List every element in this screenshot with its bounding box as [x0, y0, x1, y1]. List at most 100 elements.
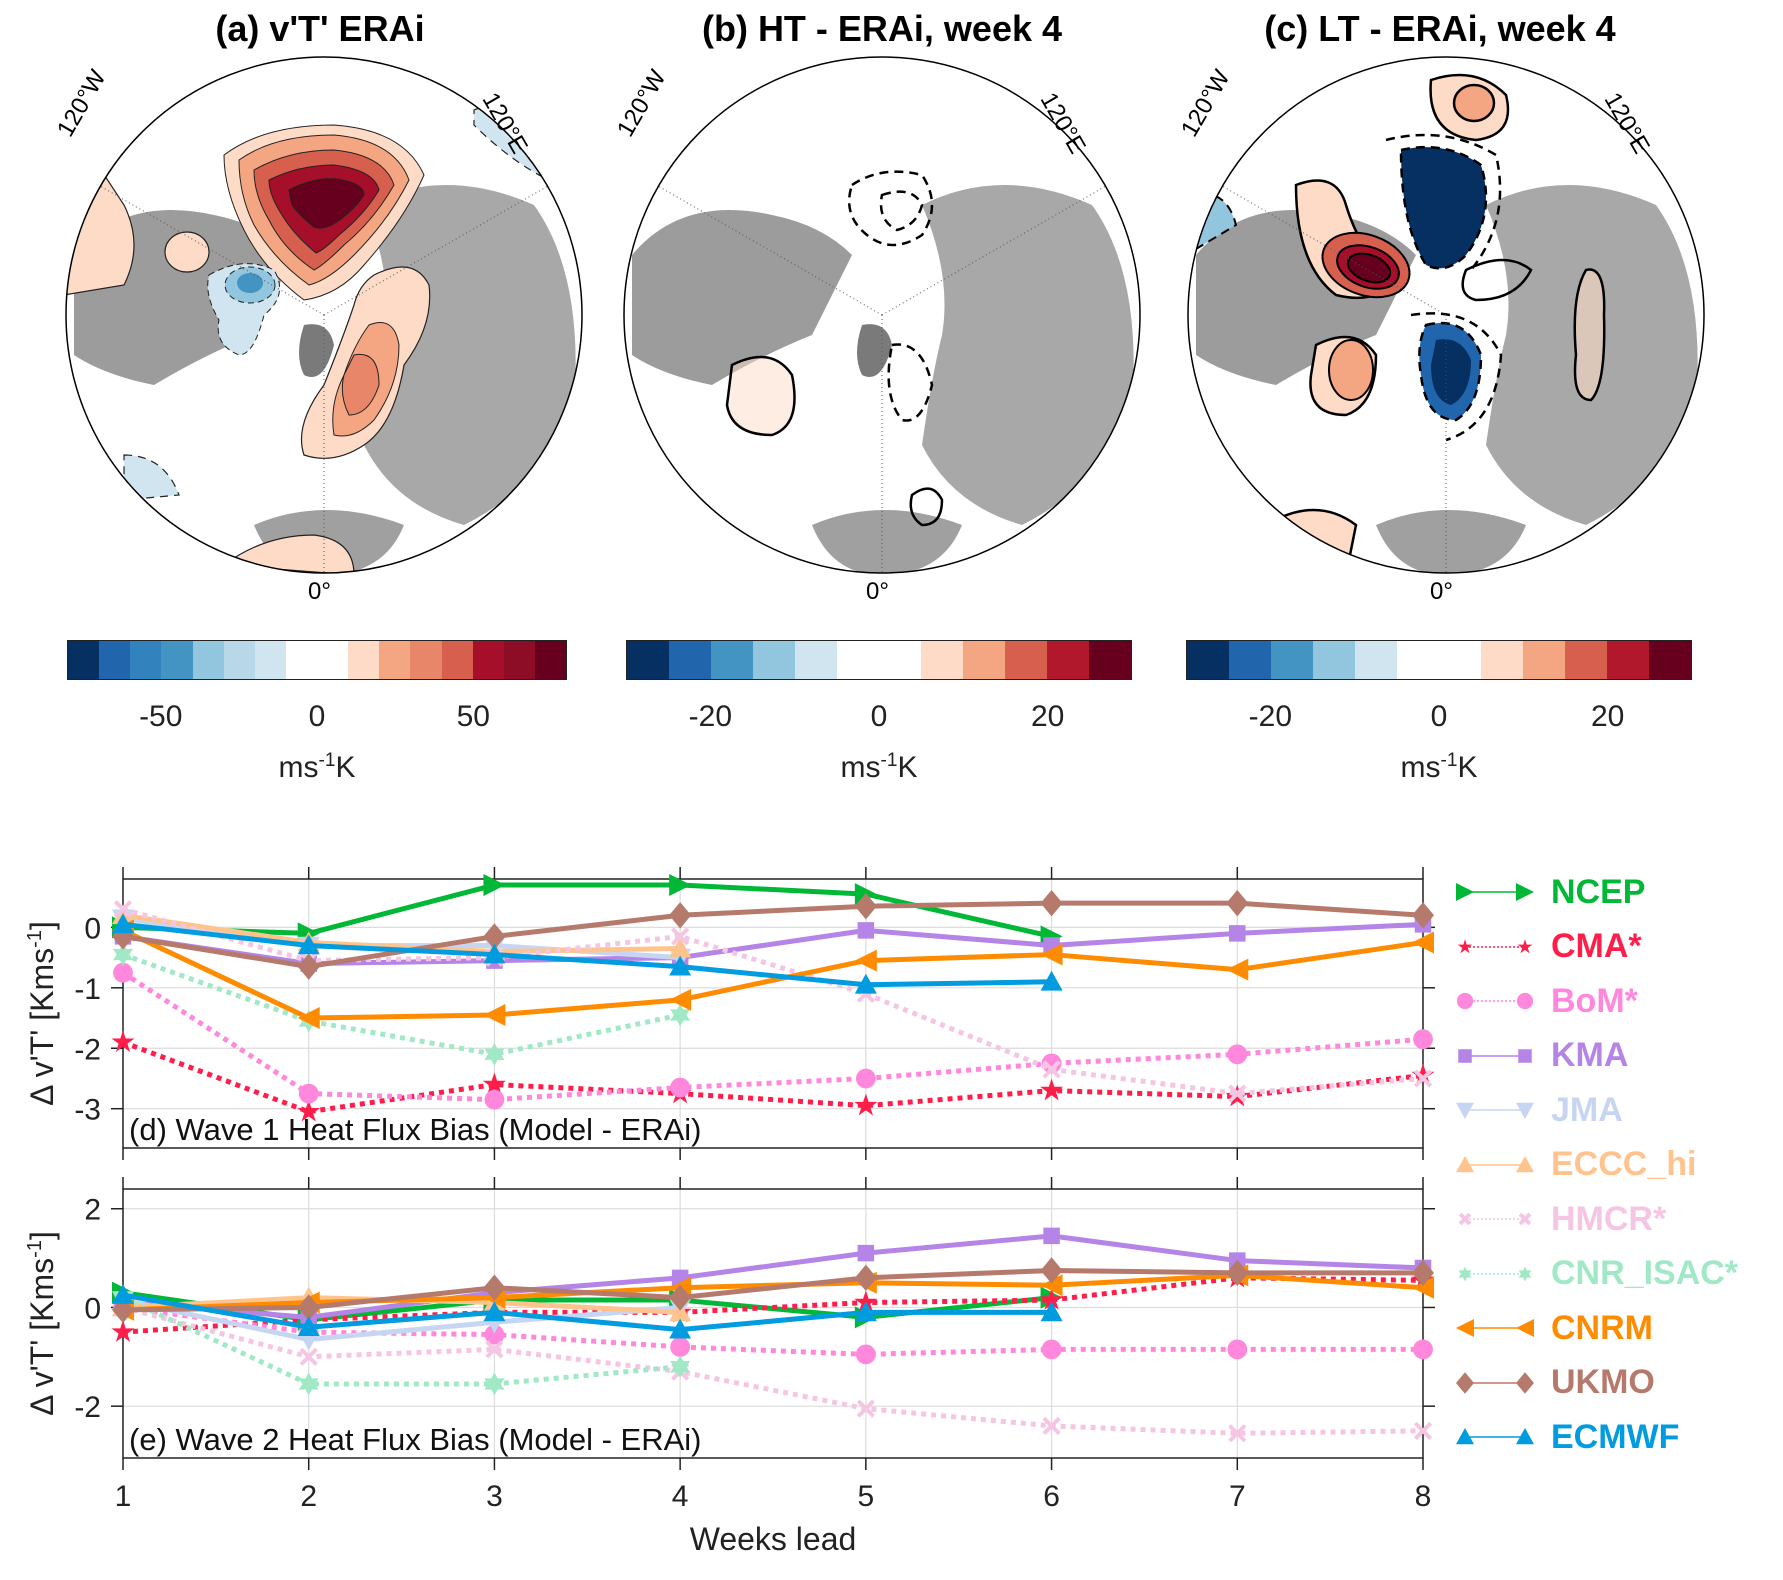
- data-point-marker: [1516, 993, 1534, 1010]
- data-point-marker: [111, 1030, 135, 1052]
- colorbar-bin: [1047, 641, 1089, 679]
- data-point-marker: [1456, 883, 1474, 902]
- colorbar-bin: [711, 641, 753, 679]
- legend-symbol: [1457, 939, 1533, 953]
- colorbar-bin: [1089, 641, 1131, 679]
- data-point-marker: [1226, 889, 1249, 917]
- x-tick-label: 5: [858, 1480, 875, 1513]
- legend-item-cnrm: CNRM: [1455, 1301, 1738, 1356]
- legend-item-ncep: NCEP: [1455, 865, 1738, 920]
- map-title-c: (c) LT - ERAi, week 4: [1264, 8, 1616, 49]
- data-point-marker: [484, 1042, 505, 1066]
- colorbar-bin: [1439, 641, 1481, 679]
- legend-label: CNR_ISAC*: [1551, 1254, 1739, 1293]
- data-point-marker: [1229, 925, 1246, 942]
- colorbar-bin: [223, 641, 255, 679]
- legend-symbol: [1458, 1212, 1532, 1226]
- data-point-marker: [298, 1083, 319, 1104]
- colorbar-bin: [130, 641, 162, 679]
- data-point-marker: [1040, 1301, 1063, 1322]
- data-point-marker: [1518, 1266, 1532, 1282]
- series-ecmwf: [112, 913, 1063, 994]
- y-tick-label: -1: [74, 973, 101, 1006]
- legend-item-hmcr-: HMCR*: [1455, 1192, 1738, 1247]
- data-point-marker: [299, 1347, 318, 1366]
- data-point-marker: [1413, 1069, 1433, 1088]
- series-line: [121, 970, 1424, 1103]
- data-point-marker: [483, 1301, 506, 1322]
- colorbar-bin: [379, 641, 411, 679]
- colorbar-bin: [837, 641, 879, 679]
- colorbar-tick-label: 20: [1590, 700, 1625, 733]
- data-point-marker: [297, 1294, 320, 1321]
- legend-symbol: [1456, 1103, 1534, 1120]
- colorbar-bin: [534, 641, 566, 679]
- data-point-marker: [669, 1301, 692, 1322]
- series-line: [122, 900, 1424, 970]
- data-point-marker: [112, 913, 134, 934]
- legend-item-ukmo: UKMO: [1455, 1356, 1738, 1411]
- colorbar-bin: [1607, 641, 1649, 679]
- colorbar-a: [67, 640, 567, 680]
- data-point-marker: [1042, 1060, 1061, 1079]
- colorbar-bin: [753, 641, 795, 679]
- data-point-marker: [1516, 1155, 1534, 1172]
- colorbar-unit: ms-1K: [840, 750, 918, 784]
- data-point-marker: [485, 1340, 504, 1359]
- data-point-marker: [297, 1007, 320, 1030]
- data-point-marker: [1456, 1428, 1474, 1445]
- series-line: [122, 1267, 1423, 1313]
- polar-map-b: [623, 56, 1141, 574]
- series-line: [122, 1304, 1423, 1357]
- chart-wave2: -2 0 2 1 2 3 4 5 6 7 8 Weeks lead Δ v'T' [Kms-1] (e) …: [24, 1177, 1435, 1557]
- data-point-marker: [482, 1072, 506, 1095]
- contour-pos: [66, 113, 135, 296]
- map-title-a: (a) v'T' ERAi: [215, 8, 425, 49]
- colorbar-c: [1186, 640, 1692, 680]
- data-point-marker: [483, 943, 506, 964]
- lon-label-0: 0°: [1430, 578, 1453, 605]
- data-point-marker: [1040, 889, 1063, 917]
- colorbar-tick-label: -20: [688, 700, 733, 733]
- data-point-marker: [854, 1301, 877, 1322]
- colorbar-bin: [795, 641, 837, 679]
- y-axis-label: Δ v'T' [Kms-1]: [24, 1231, 60, 1416]
- y-tick-label: -2: [74, 1391, 101, 1424]
- data-point-marker: [854, 1290, 878, 1313]
- legend-item-eccc-hi: ECCC_hi: [1455, 1138, 1738, 1193]
- data-point-marker: [484, 1324, 505, 1345]
- data-point-marker: [669, 874, 692, 897]
- colorbar-tick-label: 0: [870, 700, 888, 733]
- data-point-marker: [669, 937, 692, 958]
- legend-label: CNRM: [1551, 1308, 1653, 1347]
- data-point-marker: [1227, 1339, 1248, 1360]
- data-point-marker: [483, 1274, 506, 1301]
- colorbar-bin: [921, 641, 963, 679]
- series-line: [122, 1275, 1424, 1335]
- y-axis-label: Δ v'T' [Kms-1]: [24, 921, 60, 1106]
- data-point-marker: [1228, 1424, 1247, 1443]
- colorbar-bin: [627, 641, 669, 679]
- colorbar-bin: [348, 641, 380, 679]
- data-point-marker: [1413, 1421, 1433, 1440]
- legend-item-jma: JMA: [1455, 1083, 1738, 1138]
- legend-item-kma: KMA: [1455, 1029, 1738, 1084]
- data-point-marker: [297, 934, 320, 955]
- legend-symbol: [1458, 1049, 1532, 1063]
- data-point-marker: [669, 902, 692, 929]
- legend-item-bom-: BoM*: [1455, 974, 1738, 1029]
- data-point-marker: [1040, 1274, 1063, 1297]
- y-tick-label: 0: [84, 1292, 101, 1325]
- axes-frame: [122, 878, 1424, 1149]
- data-point-marker: [297, 1099, 321, 1122]
- legend-item-cnr-isac-: CNR_ISAC*: [1455, 1247, 1738, 1302]
- x-tick-label: 6: [1043, 1480, 1060, 1513]
- data-point-marker: [1456, 1155, 1474, 1172]
- data-point-marker: [1517, 939, 1533, 953]
- colorbar-bin: [1565, 641, 1607, 679]
- colorbar-bin: [1313, 641, 1355, 679]
- x-tick-label: 4: [672, 1480, 689, 1513]
- contour-pos: [164, 231, 210, 273]
- data-point-marker: [1040, 970, 1063, 991]
- chart-wave1: -3 -2 -1 0 Δ v'T' [Kms-1] (d) Wave 1 Heat Flu…: [24, 867, 1435, 1160]
